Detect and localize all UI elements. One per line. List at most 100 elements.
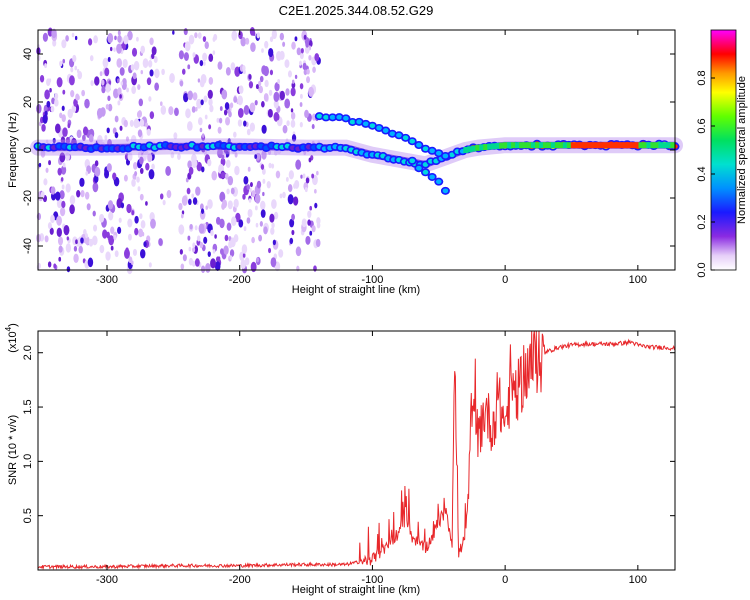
noise-speckle (299, 102, 303, 107)
noise-speckle (182, 68, 186, 75)
noise-speckle (271, 199, 277, 209)
noise-speckle (114, 250, 119, 258)
noise-speckle (306, 76, 311, 84)
noise-speckle (137, 129, 143, 138)
spectrogram-x-ticks: -300 -200 -100 0 100 (96, 30, 647, 286)
noise-speckle (267, 108, 273, 118)
noise-speckle (181, 210, 185, 215)
noise-speckle (302, 62, 307, 71)
noise-speckle (308, 157, 312, 163)
noise-speckle (226, 222, 232, 231)
snr-panel: -300 -200 -100 0 100 0.5 1.0 1.5 2.0 Height of … (4, 323, 676, 596)
noise-speckle (134, 171, 138, 177)
noise-speckle (178, 50, 185, 60)
noise-speckle (72, 54, 77, 63)
noise-speckle (230, 187, 235, 195)
noise-speckle (240, 259, 247, 270)
noise-speckle (249, 187, 252, 193)
noise-speckle (41, 123, 46, 132)
noise-speckle (113, 47, 116, 52)
noise-speckle (233, 131, 237, 138)
noise-speckle (65, 243, 72, 253)
noise-speckle (254, 99, 258, 106)
noise-speckle (192, 197, 198, 205)
noise-speckle (313, 265, 317, 272)
strong-band-cell (642, 142, 648, 149)
noise-speckle (122, 58, 128, 68)
noise-speckle (65, 183, 71, 193)
noise-speckle (48, 78, 52, 83)
noise-speckle (227, 200, 233, 210)
noise-speckle (56, 215, 62, 226)
noise-speckle (299, 52, 304, 60)
noise-speckle (303, 34, 307, 40)
noise-speckle (269, 36, 274, 43)
noise-speckle (119, 94, 122, 99)
noise-speckle (46, 100, 51, 108)
strong-band-cell (578, 142, 584, 149)
noise-speckle (204, 114, 208, 120)
noise-speckle (195, 107, 198, 112)
noise-speckle (187, 121, 193, 132)
noise-speckle (316, 170, 319, 176)
noise-speckle (119, 67, 125, 76)
noise-speckle (179, 249, 183, 255)
strong-band-cell (626, 142, 632, 149)
noise-speckle (112, 172, 117, 180)
trace-blob-core (416, 165, 422, 171)
noise-speckle (114, 115, 119, 123)
noise-speckle (140, 220, 146, 229)
noise-speckle (146, 128, 151, 136)
strong-band-cell (491, 143, 497, 150)
y-tick-label: 0 (22, 147, 34, 153)
noise-speckle (237, 107, 244, 118)
noise-speckle (183, 28, 188, 36)
noise-speckle (199, 203, 204, 211)
trace-blob-core (343, 115, 349, 121)
noise-speckle (243, 120, 247, 127)
noise-speckle (262, 191, 265, 197)
noise-speckle (275, 50, 282, 61)
strong-band-cell (634, 142, 640, 149)
noise-speckle (264, 79, 269, 88)
noise-speckle (202, 36, 207, 43)
noise-speckle (126, 203, 132, 214)
noise-speckle (154, 68, 160, 79)
noise-speckle (261, 101, 265, 108)
noise-speckle (153, 56, 158, 64)
noise-speckle (139, 156, 144, 165)
noise-speckle (151, 46, 157, 56)
strong-band-cell (471, 145, 477, 152)
noise-speckle (205, 205, 208, 210)
noise-speckle (104, 67, 110, 77)
noise-speckle (61, 105, 65, 111)
noise-speckle (99, 213, 105, 223)
noise-speckle (296, 47, 302, 56)
noise-speckle (216, 117, 220, 123)
noise-speckle (242, 65, 246, 72)
noise-speckle (288, 170, 294, 180)
noise-speckle (67, 108, 73, 119)
noise-speckle (308, 40, 313, 48)
trace-blob-core (316, 113, 323, 119)
noise-speckle (246, 128, 251, 136)
noise-speckle (263, 226, 268, 235)
noise-speckle (300, 48, 304, 54)
noise-speckle (132, 248, 138, 257)
strong-band-cell (538, 142, 544, 149)
noise-speckle (260, 164, 265, 170)
noise-speckle (188, 246, 192, 252)
noise-speckle (82, 126, 89, 136)
noise-speckle (85, 233, 88, 239)
noise-speckle (104, 135, 108, 141)
noise-speckle (207, 159, 212, 167)
noise-speckle (93, 35, 98, 44)
noise-speckle (94, 76, 100, 86)
x-tick-label: -200 (229, 274, 251, 286)
noise-speckle (106, 163, 112, 173)
noise-speckle (212, 36, 216, 42)
strong-band-cell (666, 142, 672, 149)
noise-speckle (107, 33, 114, 44)
noise-speckle (291, 41, 296, 50)
noise-speckle (107, 56, 111, 63)
